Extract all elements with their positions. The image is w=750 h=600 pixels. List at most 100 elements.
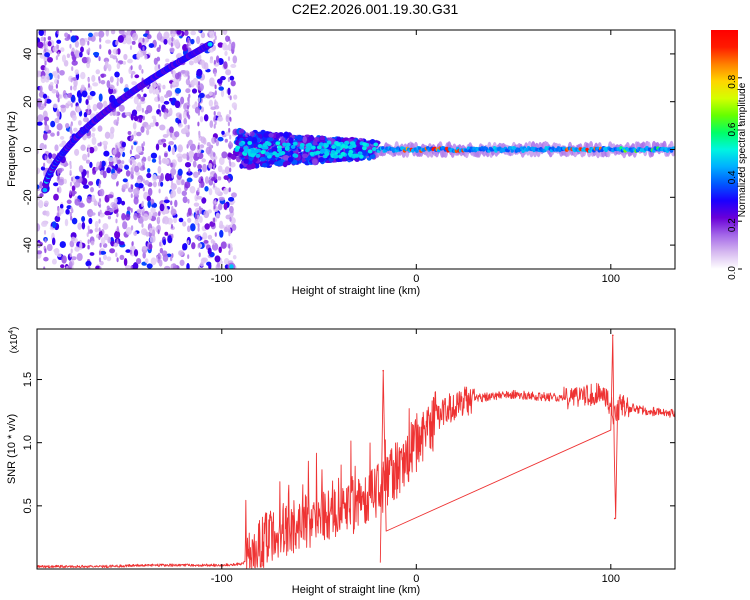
- spectrogram-cell: [157, 258, 160, 264]
- spectrogram-cell: [280, 137, 286, 144]
- spectrogram-cell: [116, 239, 119, 244]
- spectrogram-cell: [123, 257, 128, 267]
- spectrogram-cell: [207, 234, 213, 240]
- spectrogram-cell: [229, 75, 235, 81]
- spectrogram-cell: [214, 120, 217, 126]
- spectrogram-cell: [92, 103, 98, 112]
- spectrogram-cell: [133, 196, 139, 205]
- spectrogram-cell: [52, 103, 58, 109]
- spectrogram-cell: [214, 232, 217, 237]
- spectrogram-cell: [174, 39, 180, 48]
- spectrogram-cell: [116, 181, 119, 187]
- spectrogram-cell: [110, 30, 116, 35]
- spectrogram-cell: [223, 61, 228, 69]
- spectrogram-cell: [104, 60, 109, 69]
- spectrogram-cell: [182, 221, 187, 227]
- spectrogram-cell: [349, 141, 355, 146]
- spectrogram-cell: [143, 93, 147, 98]
- spectrogram-cell: [163, 199, 170, 204]
- spectrogram-cell: [85, 159, 91, 164]
- spectrogram-cell: [42, 187, 48, 193]
- spectrogram-cell: [70, 51, 75, 57]
- spectrogram-cell: [70, 190, 77, 195]
- spectrogram-cell: [224, 166, 230, 175]
- spectrogram-cell: [130, 65, 133, 70]
- spectrogram-cell: [85, 260, 92, 267]
- spectrogram-cell: [189, 143, 196, 151]
- spectrogram-cell: [125, 170, 131, 177]
- spectrogram-cell: [104, 131, 111, 139]
- spectrogram-cell: [69, 260, 72, 266]
- spectrogram-cell: [51, 258, 57, 265]
- spectrogram-cell: [331, 145, 336, 149]
- spectrogram-cell: [197, 121, 200, 127]
- spectrogram-cell: [220, 241, 227, 249]
- spectrogram-cell: [79, 51, 83, 58]
- spectrogram-cell: [217, 116, 224, 122]
- spectrogram-cell: [181, 179, 185, 186]
- spectrogram-cell: [169, 256, 173, 262]
- spectrogram-cell: [113, 197, 118, 204]
- spectrogram-cell: [163, 31, 170, 40]
- spectrogram-cell: [131, 167, 134, 173]
- spectrogram-cell: [362, 142, 368, 147]
- spectrogram-cell: [37, 184, 40, 190]
- spectrogram-cell: [138, 117, 143, 123]
- spectrogram-cell: [53, 182, 59, 187]
- spectrogram-cell: [185, 88, 191, 94]
- spectrogram-cell: [197, 97, 201, 103]
- spectrogram-cell: [369, 139, 376, 145]
- spectrogram-cell: [74, 198, 81, 206]
- spectrogram-cell: [121, 212, 126, 221]
- spectrogram-cell: [196, 68, 203, 77]
- spectrogram-cell: [302, 136, 307, 143]
- spectrogram-cell: [78, 95, 82, 104]
- spectrogram-cell: [142, 37, 145, 43]
- spectrogram-cell: [239, 128, 245, 134]
- spectrogram-cell: [231, 223, 237, 231]
- spectrogram-cell: [262, 143, 268, 148]
- spectrogram-cell: [201, 158, 207, 163]
- spectrogram-cell: [64, 32, 69, 38]
- spectrogram-cell: [176, 186, 182, 195]
- spectrogram-cell: [333, 154, 339, 159]
- spectrogram-cell: [95, 69, 101, 75]
- spectrogram-cell: [102, 223, 109, 230]
- spectrogram-cell: [81, 90, 88, 98]
- spectrogram-cell: [69, 164, 72, 170]
- spectrogram-cell: [159, 124, 166, 131]
- spectrogram-cell: [135, 145, 143, 154]
- spectrogram-cell: [43, 266, 46, 269]
- spectrogram-cell: [217, 136, 224, 142]
- spectrogram-cell: [287, 156, 294, 163]
- spectrogram-cell: [102, 100, 108, 109]
- spectrogram-cell: [510, 149, 514, 153]
- spectrogram-cell: [146, 104, 153, 114]
- spectrogram-cell: [228, 187, 231, 193]
- spectrogram-cell: [141, 107, 144, 113]
- spectrogram-cell: [131, 109, 138, 117]
- spectrogram-cell: [162, 239, 167, 246]
- spectrogram-cell: [186, 171, 193, 176]
- spectrogram-cell: [224, 50, 228, 57]
- spectrogram-cell: [229, 205, 234, 214]
- spectrogram-cell: [292, 141, 298, 146]
- spectrogram-cell: [213, 31, 217, 37]
- spectrogram-cell: [43, 56, 48, 63]
- spectrogram-cell: [98, 227, 101, 233]
- spectrogram-cell: [98, 56, 101, 62]
- spectrogram-cell: [197, 266, 200, 269]
- spectrogram-cell: [88, 181, 94, 186]
- spectrogram-cell: [135, 258, 142, 265]
- spectrogram-cell: [78, 202, 85, 208]
- spectrogram-cell: [163, 38, 168, 45]
- spectrogram-cell: [90, 35, 96, 42]
- spectrogram-cell: [319, 135, 325, 141]
- snr-annotation-spike: [382, 369, 385, 372]
- spectrogram-cell: [213, 165, 216, 171]
- colorbar: 0.0 0.2 0.4 0.6 0.8 Normalized spectral ampl…: [711, 30, 748, 280]
- spectrogram-cell: [56, 109, 60, 114]
- spectrogram-cell: [133, 96, 139, 105]
- spectrogram-cell: [115, 49, 118, 55]
- spectrogram-cell: [198, 54, 202, 61]
